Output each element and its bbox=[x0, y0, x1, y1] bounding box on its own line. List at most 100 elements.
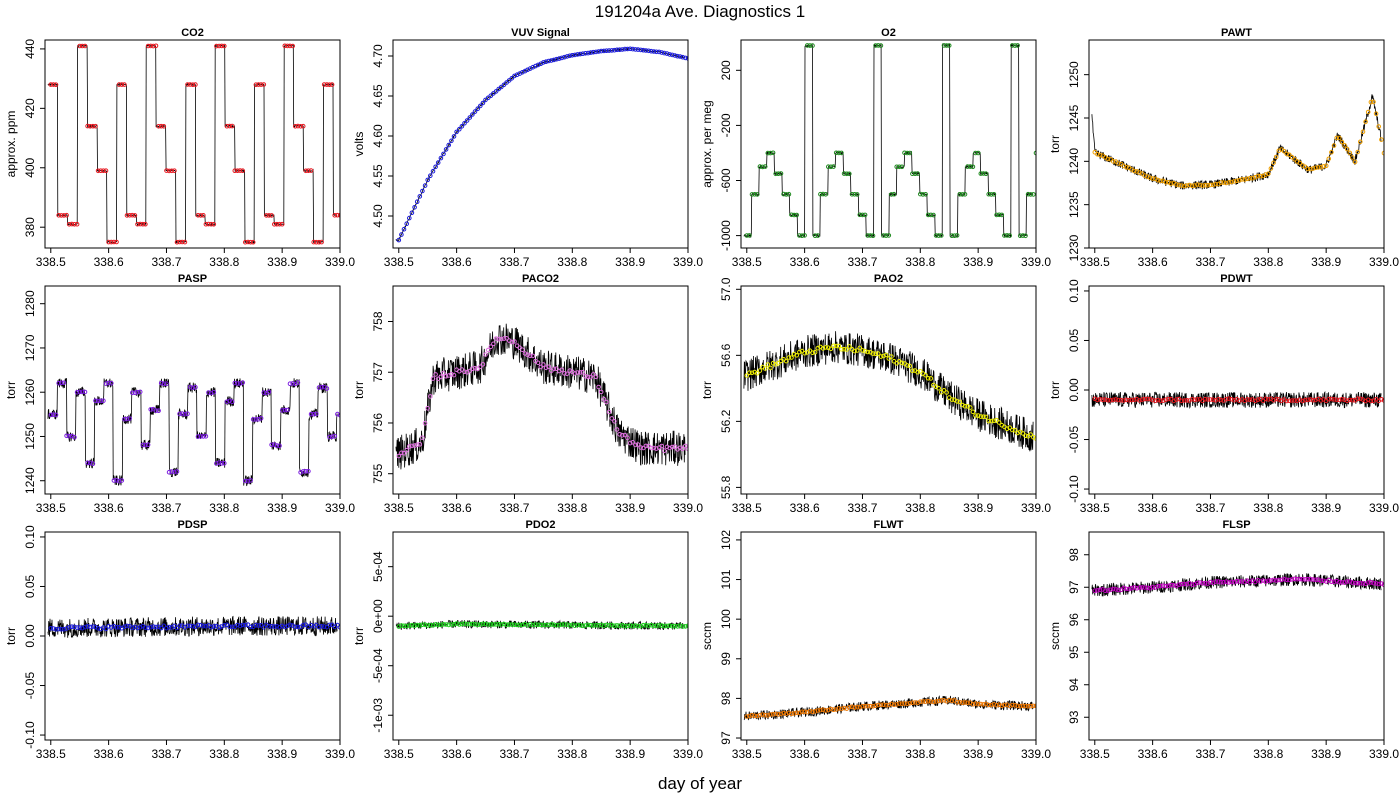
avg-point bbox=[443, 622, 449, 627]
avg-point bbox=[865, 703, 871, 709]
y-tick-label: 4.60 bbox=[371, 124, 385, 148]
y-tick-label: 97 bbox=[719, 731, 733, 745]
plot-frame bbox=[1088, 531, 1385, 741]
avg-point bbox=[744, 714, 750, 719]
avg-point bbox=[74, 390, 80, 395]
avg-point bbox=[80, 43, 85, 49]
avg-point bbox=[1263, 172, 1268, 177]
avg-point bbox=[90, 624, 96, 629]
avg-point bbox=[1142, 396, 1147, 402]
avg-point bbox=[298, 470, 303, 475]
avg-point bbox=[1189, 183, 1195, 188]
avg-point bbox=[1168, 181, 1174, 186]
avg-point bbox=[74, 625, 80, 630]
avg-point bbox=[1097, 397, 1103, 402]
avg-point bbox=[1247, 175, 1253, 181]
avg-point bbox=[881, 702, 886, 708]
avg-point bbox=[1168, 582, 1174, 588]
avg-point bbox=[1223, 180, 1229, 186]
panel-title: PACO2 bbox=[522, 273, 559, 285]
avg-point bbox=[1310, 166, 1316, 171]
avg-point bbox=[580, 369, 586, 375]
avg-point bbox=[1331, 397, 1337, 402]
avg-point bbox=[854, 192, 860, 197]
avg-point bbox=[1308, 397, 1313, 402]
avg-point bbox=[833, 150, 839, 156]
avg-point bbox=[680, 624, 686, 629]
avg-point bbox=[683, 55, 688, 61]
y-tick-label: 0.10 bbox=[1067, 279, 1081, 303]
avg-point bbox=[116, 625, 122, 630]
avg-point bbox=[153, 408, 159, 413]
avg-point bbox=[1007, 703, 1013, 709]
avg-point bbox=[337, 213, 340, 218]
avg-point bbox=[443, 373, 449, 379]
avg-point bbox=[264, 213, 269, 218]
avg-point bbox=[757, 368, 763, 373]
avg-point bbox=[1223, 579, 1229, 585]
y-axis-label: torr bbox=[4, 381, 18, 399]
avg-point bbox=[1028, 192, 1033, 197]
avg-point bbox=[931, 699, 936, 705]
avg-point bbox=[1216, 397, 1221, 402]
avg-point bbox=[1266, 578, 1271, 584]
avg-point bbox=[954, 399, 960, 404]
avg-point bbox=[862, 212, 868, 218]
avg-point bbox=[449, 138, 454, 144]
avg-point bbox=[235, 381, 240, 386]
avg-point bbox=[994, 702, 999, 708]
avg-point bbox=[1339, 580, 1345, 585]
avg-point bbox=[918, 699, 923, 705]
avg-point bbox=[269, 624, 274, 629]
avg-point bbox=[1287, 577, 1292, 583]
x-tick-label: 338.5 bbox=[732, 255, 762, 269]
avg-point bbox=[114, 625, 119, 630]
avg-point bbox=[232, 168, 238, 173]
avg-point bbox=[472, 622, 478, 627]
plot-frame bbox=[740, 39, 1037, 249]
avg-point bbox=[1166, 583, 1171, 589]
avg-point bbox=[253, 417, 259, 422]
avg-point bbox=[182, 239, 188, 245]
avg-point bbox=[59, 213, 64, 218]
avg-point bbox=[127, 213, 132, 218]
avg-point bbox=[417, 442, 423, 447]
avg-point bbox=[783, 358, 789, 364]
x-tick-label: 339.0 bbox=[1021, 255, 1051, 269]
avg-point bbox=[1302, 577, 1308, 582]
avg-point bbox=[1208, 579, 1213, 585]
avg-point bbox=[295, 624, 301, 630]
avg-point bbox=[941, 388, 947, 393]
avg-point bbox=[1110, 586, 1116, 592]
x-tick-label: 338.9 bbox=[267, 255, 297, 269]
avg-point bbox=[122, 82, 127, 87]
avg-point bbox=[300, 469, 306, 474]
avg-point bbox=[635, 623, 641, 629]
avg-point bbox=[564, 622, 570, 627]
y-axis-label: torr bbox=[1048, 381, 1062, 399]
avg-point bbox=[907, 363, 913, 369]
avg-point bbox=[870, 704, 876, 709]
avg-point bbox=[1329, 579, 1334, 585]
avg-point bbox=[1108, 587, 1113, 593]
avg-point bbox=[201, 434, 206, 439]
y-tick-label: 4.70 bbox=[371, 44, 385, 68]
avg-point bbox=[1187, 182, 1192, 188]
avg-point bbox=[243, 622, 248, 628]
x-tick-label: 338.8 bbox=[557, 501, 587, 515]
avg-point bbox=[1226, 396, 1232, 402]
avg-point bbox=[69, 624, 75, 630]
avg-point bbox=[844, 347, 850, 352]
x-tick-label: 339.0 bbox=[1369, 255, 1399, 269]
avg-point bbox=[535, 622, 541, 628]
avg-point bbox=[944, 390, 949, 395]
avg-point bbox=[659, 50, 665, 55]
avg-point bbox=[675, 624, 680, 629]
avg-point bbox=[195, 622, 201, 628]
avg-point bbox=[904, 150, 910, 156]
avg-point bbox=[1218, 180, 1224, 185]
avg-point bbox=[1179, 398, 1184, 404]
avg-point bbox=[530, 64, 536, 70]
avg-point bbox=[643, 48, 649, 53]
y-tick-label: -600 bbox=[719, 168, 733, 192]
